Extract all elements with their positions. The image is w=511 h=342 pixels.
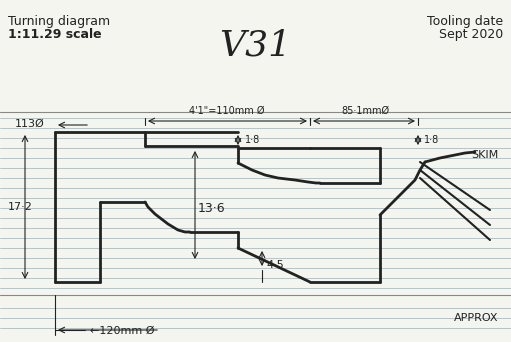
Text: ←120mm Ø: ←120mm Ø <box>90 326 154 336</box>
Text: 13·6: 13·6 <box>198 201 226 214</box>
Text: Turning diagram: Turning diagram <box>8 15 110 28</box>
Text: SKIM: SKIM <box>471 150 498 160</box>
Text: 1·8: 1·8 <box>424 135 439 145</box>
Text: Sept 2020: Sept 2020 <box>439 28 503 41</box>
Text: Tooling date: Tooling date <box>427 15 503 28</box>
Text: 17·2: 17·2 <box>8 202 33 212</box>
Text: 4·5: 4·5 <box>266 260 284 270</box>
Text: 1:11.29 scale: 1:11.29 scale <box>8 28 102 41</box>
Text: 4'1"=110mm Ø: 4'1"=110mm Ø <box>189 106 265 116</box>
Text: APPROX: APPROX <box>453 313 498 323</box>
Text: 85·1mmØ: 85·1mmØ <box>341 106 389 116</box>
Text: 1·8: 1·8 <box>245 135 260 145</box>
Text: V31: V31 <box>219 28 291 62</box>
Text: 113Ø: 113Ø <box>15 119 45 129</box>
